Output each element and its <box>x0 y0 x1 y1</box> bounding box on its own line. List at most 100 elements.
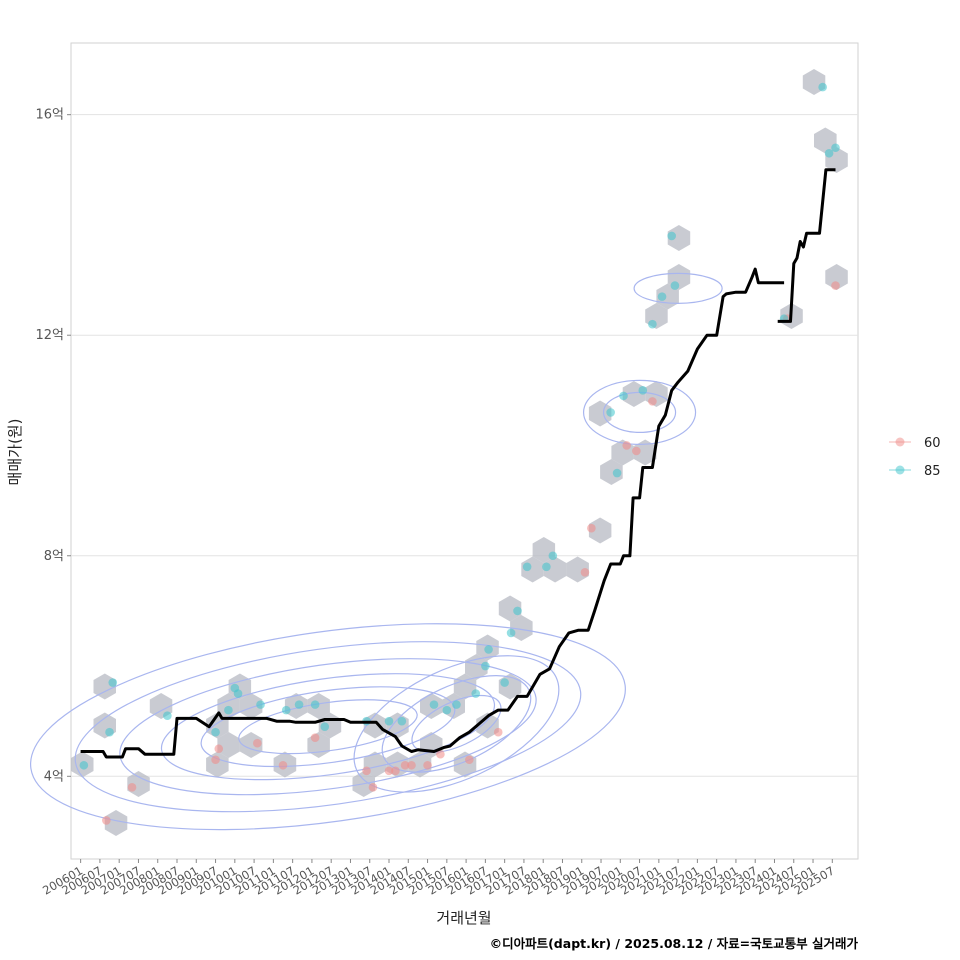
point-85 <box>548 551 558 561</box>
point-60 <box>391 766 400 776</box>
point-60 <box>362 766 371 776</box>
point-60 <box>831 281 840 290</box>
point-60 <box>310 733 320 743</box>
point-60 <box>423 760 432 770</box>
point-85 <box>648 319 657 329</box>
point-60 <box>127 783 137 792</box>
point-60 <box>407 760 416 770</box>
point-85 <box>256 700 265 709</box>
density-contour <box>633 272 723 304</box>
point-60 <box>368 783 378 792</box>
median-line-layer <box>80 168 836 759</box>
point-60 <box>278 760 288 770</box>
hexbin <box>814 127 837 154</box>
point-85 <box>657 292 667 301</box>
density-contour <box>582 379 697 446</box>
hexbin <box>588 517 612 544</box>
point-60 <box>400 760 410 770</box>
hexbin <box>217 732 240 758</box>
point-85 <box>79 760 89 770</box>
density-contour <box>200 686 456 768</box>
y-tick-label-4: 4억 <box>44 769 64 784</box>
point-85 <box>320 722 330 731</box>
hexbin <box>667 225 691 251</box>
density-contour <box>411 694 502 753</box>
density-contour <box>160 673 496 781</box>
hexbin <box>498 595 522 622</box>
point-85 <box>619 391 628 401</box>
legend-label-60: 60 <box>924 436 941 451</box>
point-60 <box>587 523 596 533</box>
point-85 <box>429 700 439 709</box>
point-85 <box>471 689 481 698</box>
point-85 <box>233 689 243 698</box>
point-85 <box>163 711 172 720</box>
hexbin <box>408 751 432 778</box>
y-tick-label-8: 8억 <box>44 549 64 564</box>
density-contour <box>74 641 582 813</box>
point-85 <box>500 678 509 687</box>
y-tick-label-12: 12억 <box>35 328 64 343</box>
point-85 <box>506 628 516 638</box>
point-85 <box>108 678 118 687</box>
y-axis-title: 매매가(원) <box>6 419 24 486</box>
point-60 <box>436 749 445 759</box>
point-60 <box>648 397 657 406</box>
point-85 <box>542 562 551 572</box>
median-price-line <box>80 267 785 759</box>
point-85 <box>224 705 233 715</box>
point-85 <box>211 727 220 737</box>
density-contour <box>353 655 560 793</box>
point-60 <box>493 727 503 737</box>
point-85 <box>667 231 676 241</box>
y-tick-labels: 4억 8억 12억 16억 <box>35 108 71 784</box>
hexbin <box>239 693 263 719</box>
point-85 <box>670 281 680 290</box>
point-85 <box>481 661 490 671</box>
point-60 <box>211 755 220 765</box>
point-60 <box>102 816 111 825</box>
point-85 <box>281 705 291 715</box>
point-60 <box>580 567 590 577</box>
median-price-line <box>777 168 836 323</box>
point-85 <box>513 606 522 616</box>
point-85 <box>294 700 304 709</box>
point-60 <box>632 446 641 456</box>
density-contour <box>238 699 418 755</box>
source-caption: ©디아파트(dapt.kr) / 2025.08.12 / 자료=국토교통부 실… <box>490 936 859 951</box>
point-60 <box>214 744 224 754</box>
x-tick-labels: 2006012006072007012007072008012008072009… <box>40 859 837 898</box>
hexbin <box>476 712 499 739</box>
legend-item-85: 85 <box>889 464 941 479</box>
hexbin <box>510 615 533 641</box>
point-60 <box>253 738 262 748</box>
point-85 <box>824 148 834 158</box>
legend-item-60: 60 <box>889 436 941 451</box>
point-85 <box>831 143 840 153</box>
point-60 <box>465 755 474 765</box>
legend: 60 85 <box>889 436 941 479</box>
point-85 <box>606 408 615 417</box>
point-85 <box>384 716 394 726</box>
point-85 <box>310 700 320 709</box>
point-60 <box>622 441 632 450</box>
hexbin <box>104 810 128 836</box>
point-60 <box>384 766 394 776</box>
density-contour <box>30 623 626 831</box>
legend-label-85: 85 <box>924 464 941 479</box>
point-85 <box>612 468 622 478</box>
y-tick-label-16: 16억 <box>35 108 64 123</box>
point-85 <box>397 716 407 726</box>
hexbin <box>543 556 567 583</box>
point-85 <box>105 727 114 737</box>
point-85 <box>484 645 493 654</box>
point-85 <box>522 562 532 572</box>
point-85 <box>818 82 827 92</box>
hexbin <box>239 732 263 758</box>
point-85 <box>442 705 452 715</box>
point-85 <box>638 386 648 395</box>
hexbin <box>633 439 657 466</box>
legend-key-60 <box>895 437 905 447</box>
hexbin <box>825 264 848 290</box>
